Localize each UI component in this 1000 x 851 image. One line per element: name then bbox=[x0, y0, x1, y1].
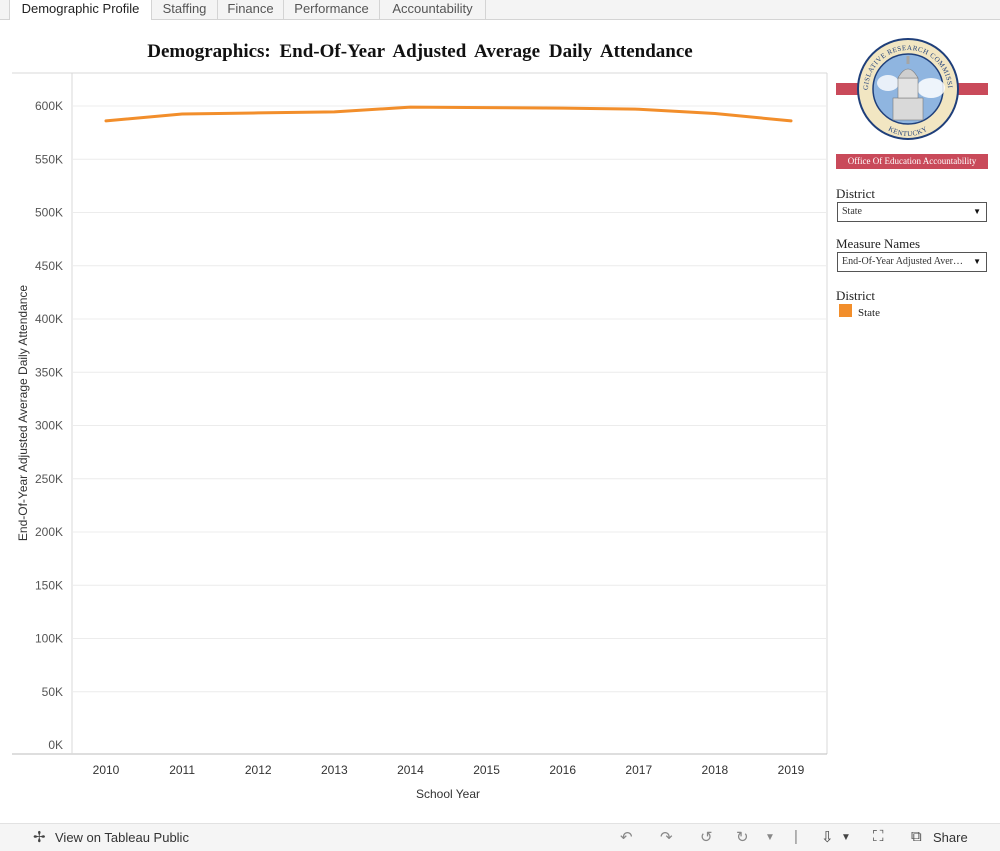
x-tick-label: 2014 bbox=[397, 763, 424, 777]
footer-toolbar: ✢ View on Tableau Public ↶ ↷ ↺ ↻ ▼ | ⇩ ▼… bbox=[0, 823, 1000, 851]
y-tick-label: 550K bbox=[35, 152, 63, 166]
y-tick-label: 150K bbox=[35, 578, 63, 592]
x-tick-label: 2016 bbox=[549, 763, 576, 777]
line-chart: 0K 50K 100K 150K 200K 250K 300K 350K 400K 450K 500… bbox=[12, 72, 828, 801]
tableau-logo-icon: ✢ bbox=[33, 829, 46, 846]
y-tick-label: 300K bbox=[35, 419, 63, 433]
legend-swatch-state[interactable] bbox=[839, 304, 852, 317]
district-dropdown[interactable]: State ▼ bbox=[837, 202, 987, 222]
x-tick-label: 2017 bbox=[625, 763, 652, 777]
data-point[interactable] bbox=[406, 103, 414, 111]
measure-dropdown-value: End-Of-Year Adjusted Average Daily Atten… bbox=[842, 256, 967, 267]
y-tick-label: 200K bbox=[35, 525, 63, 539]
data-point[interactable] bbox=[635, 105, 643, 113]
separator-icon: | bbox=[794, 828, 798, 845]
measure-dropdown[interactable]: End-Of-Year Adjusted Average Daily Atten… bbox=[837, 252, 987, 272]
refresh-icon[interactable]: ↻ bbox=[736, 829, 749, 846]
x-axis-title: School Year bbox=[416, 787, 480, 801]
data-point[interactable] bbox=[254, 109, 262, 117]
tab-performance[interactable]: Performance bbox=[284, 0, 380, 19]
y-tick-label: 450K bbox=[35, 259, 63, 273]
legend-title: District bbox=[836, 288, 875, 303]
x-tick-label: 2012 bbox=[245, 763, 272, 777]
y-tick-label: 100K bbox=[35, 632, 63, 646]
district-dropdown-value: State bbox=[842, 206, 862, 217]
refresh-dropdown-icon[interactable]: ▼ bbox=[765, 832, 775, 843]
tab-staffing[interactable]: Staffing bbox=[152, 0, 218, 19]
district-filter-label: District bbox=[836, 186, 875, 201]
x-tick-label: 2010 bbox=[93, 763, 120, 777]
data-point[interactable] bbox=[102, 117, 110, 125]
view-on-tableau-link[interactable]: View on Tableau Public bbox=[55, 830, 189, 845]
data-point[interactable] bbox=[787, 117, 795, 125]
data-point[interactable] bbox=[330, 108, 338, 116]
x-tick-label: 2015 bbox=[473, 763, 500, 777]
y-tick-label: 250K bbox=[35, 472, 63, 486]
tab-accountability[interactable]: Accountability bbox=[380, 0, 486, 19]
measure-filter-label: Measure Names bbox=[836, 236, 921, 251]
y-tick-label: 50K bbox=[42, 685, 63, 699]
dropdown-arrow-icon: ▼ bbox=[973, 257, 981, 266]
share-button[interactable]: Share bbox=[933, 830, 968, 845]
redo-icon[interactable]: ↷ bbox=[660, 829, 673, 846]
legend-label-state[interactable]: State bbox=[858, 307, 880, 319]
series-line-state[interactable] bbox=[104, 105, 793, 123]
tab-bar: Demographic Profile Staffing Finance Per… bbox=[0, 0, 1000, 20]
fullscreen-icon[interactable]: ⛶ bbox=[873, 828, 884, 845]
tab-finance[interactable]: Finance bbox=[218, 0, 284, 19]
y-tick-label: 400K bbox=[35, 312, 63, 326]
office-banner: Office Of Education Accountability bbox=[836, 154, 988, 169]
y-axis-title: End-Of-Year Adjusted Average Daily Atten… bbox=[16, 285, 30, 541]
y-tick-label: 500K bbox=[35, 206, 63, 220]
dropdown-arrow-icon: ▼ bbox=[973, 207, 981, 216]
y-tick-label: 600K bbox=[35, 99, 63, 113]
revert-icon[interactable]: ↺ bbox=[700, 829, 713, 846]
undo-icon[interactable]: ↶ bbox=[620, 829, 633, 846]
data-point[interactable] bbox=[483, 104, 491, 112]
y-tick-label: 350K bbox=[35, 365, 63, 379]
tab-demographic-profile[interactable]: Demographic Profile bbox=[9, 0, 152, 20]
y-tick-label: 0K bbox=[48, 738, 63, 752]
x-tick-label: 2018 bbox=[702, 763, 729, 777]
share-icon[interactable]: ⧉ bbox=[911, 828, 922, 845]
x-tick-label: 2013 bbox=[321, 763, 348, 777]
data-point[interactable] bbox=[711, 109, 719, 117]
chart-title: Demographics: End-Of-Year Adjusted Avera… bbox=[147, 41, 693, 62]
download-icon[interactable]: ⇩ bbox=[821, 829, 834, 846]
x-tick-label: 2019 bbox=[778, 763, 805, 777]
data-point[interactable] bbox=[559, 104, 567, 112]
download-dropdown-icon[interactable]: ▼ bbox=[841, 832, 851, 843]
lrc-seal-logo: LEGISLATIVE RESEARCH COMMISSION KENTUCKY bbox=[836, 38, 988, 140]
data-point[interactable] bbox=[178, 110, 186, 118]
x-tick-label: 2011 bbox=[169, 763, 195, 777]
